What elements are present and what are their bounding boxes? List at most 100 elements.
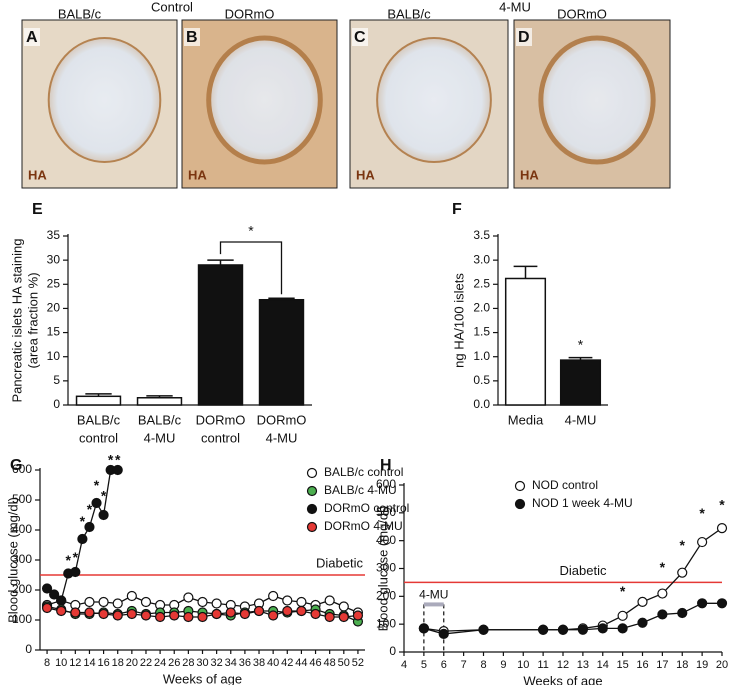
y-tick-label: 0 (389, 644, 396, 658)
data-point (98, 608, 109, 620)
legend-marker (514, 498, 526, 510)
data-point (697, 598, 708, 609)
y-tick-label: 3.0 (473, 252, 490, 266)
data-point (70, 607, 81, 618)
x-tick-label: control (201, 430, 240, 445)
annotation: * (101, 488, 107, 504)
legend-label: BALB/c control (324, 465, 403, 479)
y-tick-label: 0.0 (473, 397, 490, 411)
y-tick-label: 400 (12, 522, 32, 536)
legend-label: DORmO 4-MU (324, 519, 403, 533)
data-point (91, 497, 102, 509)
y-tick-label: 3.5 (473, 228, 490, 242)
x-tick-label: 46 (309, 657, 321, 669)
significance-label: * (248, 223, 254, 239)
data-point (183, 611, 194, 623)
x-tick-label: 14 (597, 659, 609, 671)
significance-bracket (219, 241, 283, 295)
y-tick-label: 5 (53, 373, 60, 387)
data-point (338, 601, 349, 612)
group-title: 4-MU (499, 0, 531, 14)
letter-bg (352, 28, 368, 46)
annotation: * (66, 552, 72, 568)
data-point (155, 611, 166, 623)
legend-marker (306, 503, 318, 515)
x-tick-label: control (79, 430, 118, 445)
strain-label: DORmO (225, 6, 275, 21)
data-point (211, 598, 222, 609)
x-tick-label: 17 (656, 659, 668, 671)
stain-label: HA (356, 167, 375, 182)
annotation: * (719, 497, 725, 513)
data-point (169, 610, 180, 621)
y-tick-label: 100 (376, 616, 396, 630)
x-tick-label: DORmO (257, 412, 307, 427)
x-tick-label: 4-MU (266, 430, 298, 445)
annotation: * (660, 559, 666, 575)
x-tick-label: 20 (716, 659, 728, 671)
strain-label: BALB/c (387, 6, 431, 21)
annotation: * (108, 452, 114, 468)
letter-bg (24, 28, 40, 46)
data-point (716, 523, 728, 534)
data-point (324, 595, 335, 606)
data-point (84, 607, 95, 618)
reference-label: Diabetic (316, 555, 363, 570)
x-tick-label: 26 (168, 657, 180, 669)
y-tick-label: 35 (47, 228, 61, 242)
data-point (140, 596, 152, 608)
y-tick-label: 30 (47, 252, 61, 266)
data-point (637, 617, 648, 628)
data-point (41, 583, 53, 594)
y-tick-label: 0 (25, 642, 32, 656)
x-tick-label: 12 (557, 659, 569, 671)
data-point (112, 598, 123, 609)
x-tick-label: 19 (696, 659, 708, 671)
annotation: * (680, 537, 686, 553)
x-tick-label: 28 (182, 657, 194, 669)
x-tick-label: 10 (55, 657, 67, 669)
annotation: * (73, 549, 79, 565)
legend-marker (306, 521, 318, 533)
series-line (423, 602, 722, 635)
x-tick-label: 42 (281, 657, 293, 669)
annotation: * (620, 583, 626, 599)
islet (47, 37, 162, 163)
x-tick-label: 50 (338, 657, 350, 669)
data-point (677, 567, 688, 578)
data-point (716, 598, 728, 609)
x-tick-label: 14 (83, 657, 95, 669)
y-tick-label: 100 (12, 612, 32, 626)
x-tick-label: 12 (69, 657, 81, 669)
panel-letter: D (518, 29, 530, 46)
data-point (637, 596, 648, 608)
bar (197, 264, 244, 406)
annotation: * (80, 513, 86, 529)
y-tick-label: 500 (12, 492, 32, 506)
data-point (338, 611, 349, 623)
legend-label: NOD control (532, 478, 598, 492)
data-point (282, 595, 293, 606)
x-tick-label: Media (508, 412, 544, 427)
annotation: * (87, 501, 93, 517)
annotation: * (94, 477, 100, 493)
x-tick-label: 7 (461, 659, 467, 671)
data-point (282, 605, 293, 617)
bar (504, 277, 547, 406)
treatment-bar (423, 602, 444, 607)
letter-bg (184, 28, 200, 46)
series-line (423, 527, 723, 632)
y-tick-label: 10 (47, 349, 61, 363)
data-point (225, 607, 236, 618)
islet (538, 35, 656, 165)
y-tick-label: 200 (376, 589, 396, 603)
data-point (418, 623, 429, 634)
panel-letter: G (10, 457, 22, 474)
y-tick-label: 0 (53, 397, 60, 411)
x-tick-label: 36 (239, 657, 251, 669)
x-axis-label: Weeks of age (163, 671, 242, 685)
data-point (597, 623, 608, 634)
y-tick-label: 0.5 (473, 373, 490, 387)
data-point (211, 608, 222, 620)
data-point (239, 608, 250, 620)
